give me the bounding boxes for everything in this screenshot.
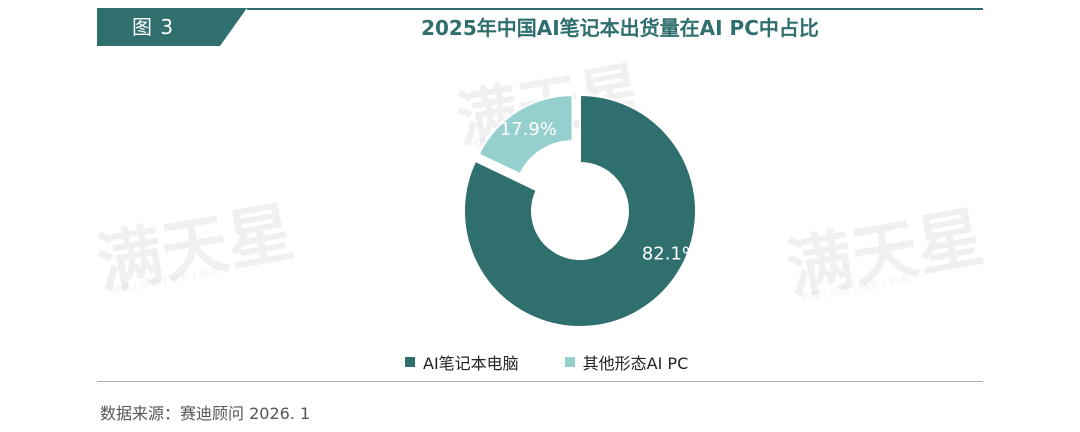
legend-label-other-ai-pc: 其他形态AI PC <box>582 354 689 373</box>
donut-chart-svg: 82.1% 17.9% <box>463 93 699 328</box>
figure-tag: 图 3 <box>132 15 175 39</box>
chart-legend: AI笔记本电脑 其他形态AI PC <box>405 350 688 374</box>
top-rule <box>247 8 983 10</box>
legend-item-ai-notebook: AI笔记本电脑 <box>405 350 519 374</box>
bottom-rule <box>97 381 983 382</box>
donut-chart: 82.1% 17.9% <box>430 66 730 336</box>
watermark-text-2: 满天星 <box>90 193 300 304</box>
legend-swatch-other-ai-pc <box>564 357 575 367</box>
legend-label-ai-notebook: AI笔记本电脑 <box>423 354 519 373</box>
watermark-subtext-2: 数据 | 报告 | 研究 | 资讯 <box>110 266 220 297</box>
data-label-ai-notebook: 82.1% <box>642 244 699 265</box>
data-source: 数据来源：赛迪顾问 2026. 1 <box>100 404 311 423</box>
chart-title: 2025年中国AI笔记本出货量在AI PC中占比 <box>421 16 819 40</box>
watermark-text-3: 满天星 <box>780 198 990 309</box>
donut-slice-ai-notebook <box>463 93 697 328</box>
data-label-other-ai-pc: 17.9% <box>500 119 557 140</box>
figure-tag-background <box>97 8 247 46</box>
watermark-subtext-3: 数据 | 报告 | 研究 | 资讯 <box>800 274 910 305</box>
donut-slice-other-ai-pc <box>477 94 574 176</box>
legend-item-other-ai-pc: 其他形态AI PC <box>564 350 689 374</box>
legend-swatch-ai-notebook <box>405 357 415 367</box>
